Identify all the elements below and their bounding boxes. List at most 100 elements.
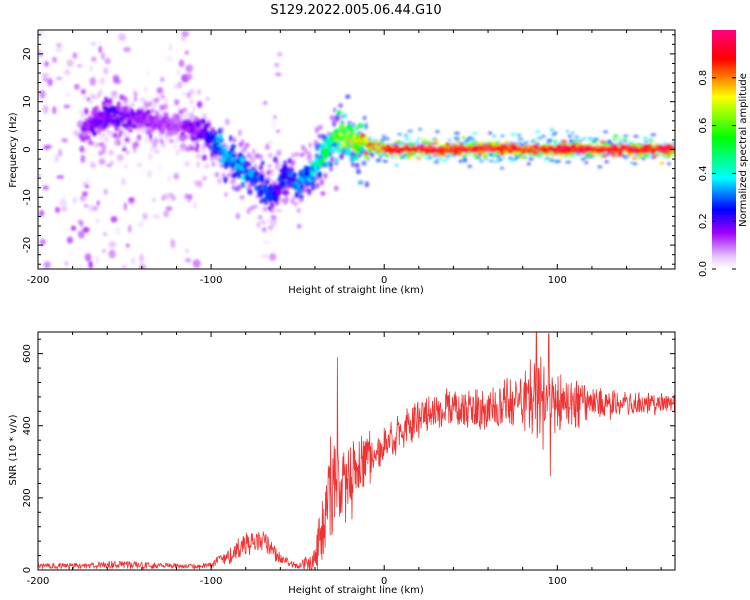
colorbar-tick-label: 0.6	[698, 118, 709, 134]
spectrogram-cell	[276, 149, 282, 157]
spectrogram-cell	[363, 137, 369, 144]
spectrogram-cell	[272, 215, 277, 221]
spectrogram-cell	[122, 110, 127, 115]
spectrogram-cell	[501, 156, 506, 160]
spectrogram-cell	[185, 64, 194, 73]
spectrogram-cell	[229, 135, 233, 142]
spectrogram-y-axis-label: Frequency (Hz)	[8, 112, 19, 188]
spectrogram-cell	[296, 188, 303, 193]
spectrogram-cell	[149, 133, 153, 139]
spectrogram-cell	[231, 153, 237, 158]
spectrogram-cell	[435, 157, 440, 161]
spectrogram-cell	[112, 74, 120, 82]
spectrogram-cell	[78, 109, 83, 113]
spectrogram-cell	[110, 160, 114, 166]
spectrogram-cell	[82, 226, 90, 233]
spectrogram-cell	[106, 163, 113, 167]
spectrogram-cell	[159, 110, 164, 115]
spectrogram-cell	[273, 156, 278, 164]
spectrogram-cell	[151, 107, 155, 114]
spectrogram-cell	[89, 160, 96, 167]
spectrogram-cell	[180, 113, 185, 120]
spectrogram-cell	[201, 119, 206, 124]
snr-frame	[37, 331, 676, 571]
spectrogram-cell	[503, 140, 509, 144]
snr-y-axis-label: SNR (10 * v/v)	[8, 414, 19, 485]
spectrogram-y-tick-label: 0	[22, 146, 33, 152]
spectrogram-y-tick-label: -10	[22, 189, 33, 205]
spectrogram-cell	[44, 61, 49, 67]
spectrogram-cell	[125, 113, 131, 118]
snr-x-axis: -200 -100 0 100	[27, 332, 662, 587]
spectrogram-cell	[226, 173, 232, 178]
spectrogram-cell	[257, 214, 263, 220]
spectrogram-cell	[613, 134, 619, 138]
spectrogram-cell	[570, 131, 575, 135]
spectrogram-cell	[569, 139, 574, 143]
spectrogram-cell	[153, 138, 159, 144]
spectrogram-cell	[239, 156, 245, 163]
spectrogram-cell	[102, 249, 106, 253]
spectrogram-cell	[114, 125, 120, 132]
spectrogram-cell	[124, 164, 128, 168]
spectrogram-cell	[258, 164, 264, 171]
spectrogram-cell	[467, 164, 473, 168]
spectrogram-cell	[165, 206, 173, 212]
spectrogram-cell	[317, 171, 323, 179]
spectrogram-cell	[459, 151, 463, 155]
spectrogram-cell	[354, 162, 360, 169]
spectrogram-cell	[442, 154, 447, 158]
spectrogram-cell	[58, 148, 62, 157]
spectrogram-cell	[121, 142, 128, 147]
spectrogram-cell	[561, 140, 568, 144]
spectrogram-cell	[345, 147, 351, 154]
spectrogram-cell	[466, 139, 472, 143]
spectrogram-cell	[101, 52, 105, 60]
spectrogram-cell	[339, 153, 344, 159]
figure-title: S129.2022.005.06.44.G10	[270, 3, 441, 18]
spectrogram-cell	[73, 83, 80, 90]
spectrogram-cell	[123, 202, 128, 211]
spectrogram-cell	[263, 100, 268, 105]
spectrogram-cell	[260, 177, 265, 183]
spectrogram-cell	[196, 161, 200, 168]
spectrogram-cell	[618, 139, 623, 143]
spectrogram-cell	[98, 142, 105, 147]
spectrogram-cell	[259, 154, 264, 162]
spectrogram-cell	[453, 144, 458, 148]
spectrogram-cell	[333, 107, 337, 113]
snr-x-axis-label: Height of straight line (km)	[288, 585, 424, 596]
spectrogram-cell	[72, 52, 77, 59]
spectrogram-cell	[551, 154, 555, 158]
spectrogram-cell	[498, 158, 503, 162]
spectrogram-cell	[274, 164, 281, 171]
spectrogram-cell	[126, 243, 130, 248]
spectrogram-cell	[572, 143, 576, 147]
spectrogram-cell	[523, 144, 530, 148]
spectrogram-cell	[46, 144, 50, 150]
spectrogram-cell	[85, 184, 89, 189]
spectrogram-cell	[304, 166, 311, 171]
spectrogram-cell	[162, 103, 168, 110]
spectrogram-cell	[79, 145, 85, 153]
spectrogram-cell	[339, 131, 343, 137]
spectrogram-cell	[188, 88, 195, 96]
spectrogram-cell	[467, 136, 474, 140]
spectrogram-cell	[196, 101, 203, 108]
spectrogram-cell	[384, 154, 390, 158]
spectrogram-cell	[144, 137, 149, 144]
spectrogram-cell	[618, 151, 623, 155]
spectrogram-cell	[310, 170, 316, 176]
spectrogram-cell	[222, 146, 227, 151]
spectrogram-cell	[271, 120, 277, 129]
spectrogram-cell	[190, 146, 196, 151]
spectrogram-cell	[181, 30, 190, 37]
spectrogram-cell	[364, 181, 370, 188]
spectrogram-cell	[577, 142, 582, 146]
snr-plot-area	[38, 332, 675, 570]
spectrogram-cell	[174, 113, 180, 119]
spectrogram-cell	[133, 92, 138, 97]
spectrogram-cell	[121, 118, 125, 123]
spectrogram-cell	[565, 129, 569, 133]
spectrogram-cell	[447, 138, 452, 142]
